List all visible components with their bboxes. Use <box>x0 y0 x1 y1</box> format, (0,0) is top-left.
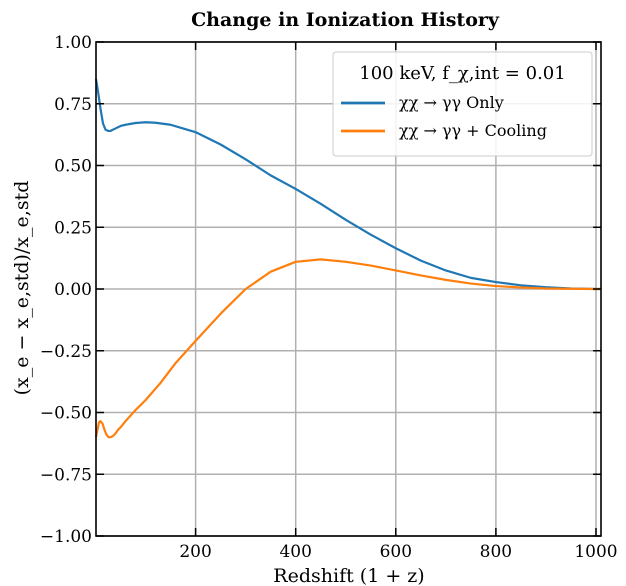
y-tick-label: 0.50 <box>54 157 92 177</box>
legend-entries: χχ → γγ Only χχ → γγ + Cooling <box>341 93 547 140</box>
x-tick-label: 400 <box>279 542 311 562</box>
x-tick-label: 800 <box>480 542 512 562</box>
legend-entry-2: χχ → γγ + Cooling <box>399 121 547 140</box>
legend-entry-1: χχ → γγ Only <box>399 93 504 112</box>
y-tick-label: −0.75 <box>40 465 92 485</box>
legend-title: 100 keV, f_χ,int = 0.01 <box>359 63 565 84</box>
x-tick-label: 200 <box>179 542 211 562</box>
legend-box <box>332 51 593 157</box>
y-tick-label: 0.25 <box>54 218 92 238</box>
tick-labels: 200 400 600 800 1000 1.00 0.75 0.50 0.25 0.00 −0.2… <box>40 33 618 562</box>
x-tick-label: 1000 <box>574 542 617 562</box>
series-line-2 <box>94 258 601 439</box>
chart-title: Change in Ionization History <box>191 9 500 31</box>
y-tick-label: 0.00 <box>54 280 92 300</box>
y-tick-label: 0.75 <box>54 95 92 115</box>
y-tick-label: −0.50 <box>40 404 92 424</box>
series-line-1 <box>94 78 601 291</box>
data-lines <box>94 78 601 439</box>
x-axis-label: Redshift (1 + z) <box>273 565 424 586</box>
y-axis-label: (x_e − x_e,std)/x_e,std <box>11 181 33 396</box>
x-tick-label: 600 <box>380 542 412 562</box>
y-tick-label: −1.00 <box>40 527 92 547</box>
axis-ticks <box>96 41 601 537</box>
y-tick-label: 1.00 <box>54 33 92 53</box>
y-tick-label: −0.25 <box>40 342 92 362</box>
